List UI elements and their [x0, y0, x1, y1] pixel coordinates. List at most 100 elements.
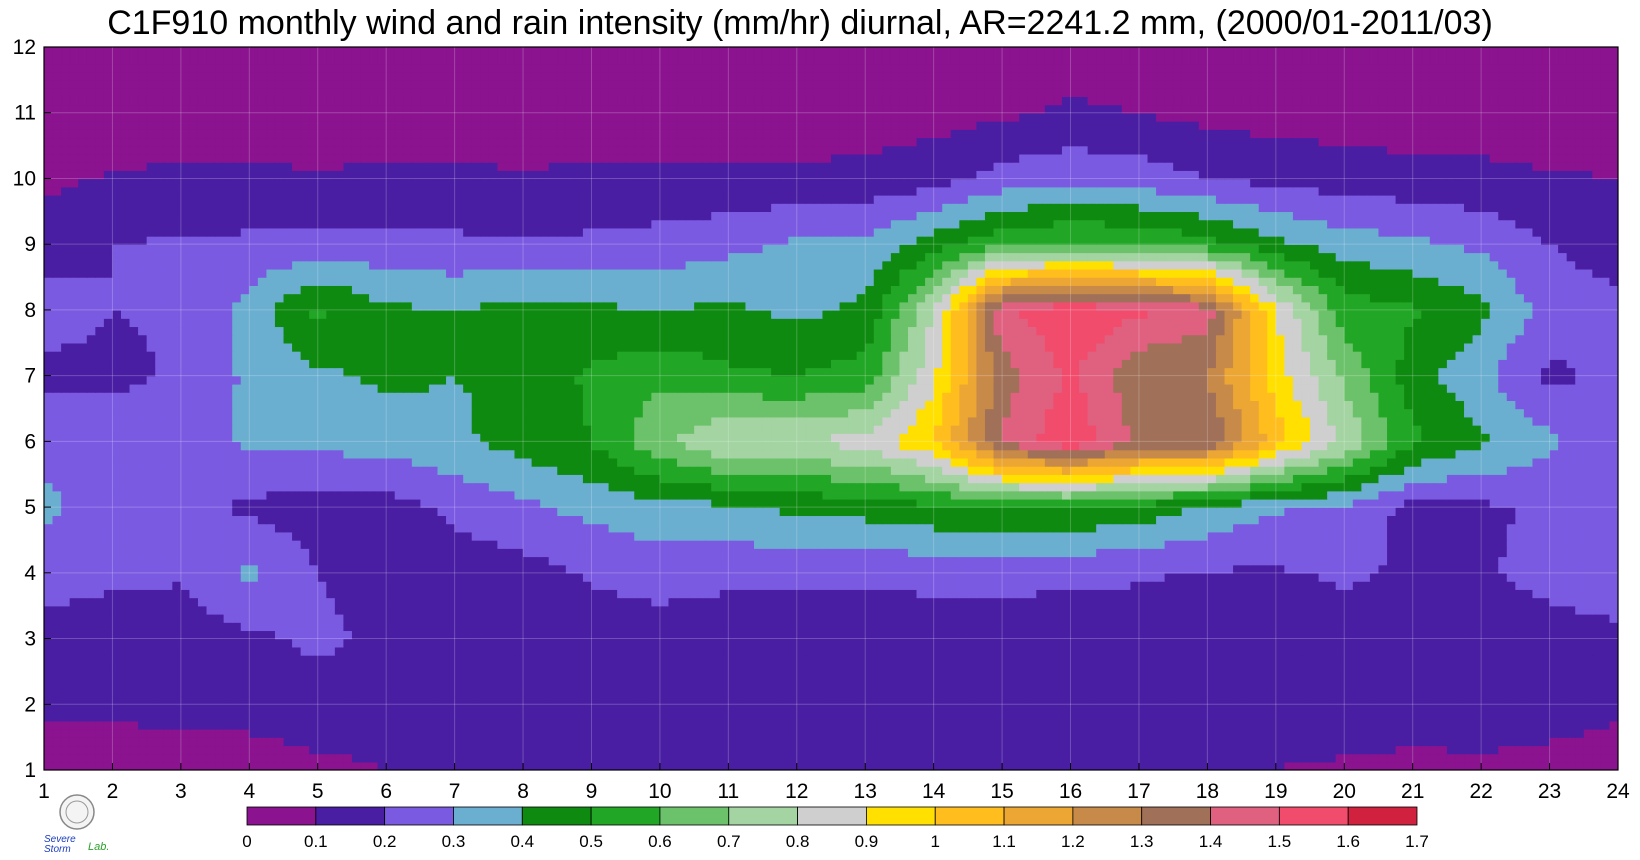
- contour-cell: [1515, 605, 1525, 615]
- contour-cell: [540, 696, 550, 705]
- contour-cell: [446, 622, 456, 632]
- contour-cell: [86, 630, 97, 640]
- contour-cell: [257, 753, 268, 763]
- contour-cell: [984, 663, 995, 673]
- contour-cell: [206, 622, 216, 632]
- contour-cell: [617, 687, 627, 697]
- contour-cell: [1583, 737, 1594, 747]
- contour-cell: [933, 671, 943, 681]
- contour-cell: [762, 556, 772, 566]
- contour-cell: [44, 597, 54, 607]
- contour-cell: [1506, 712, 1517, 722]
- contour-cell: [976, 589, 986, 599]
- contour-cell: [831, 671, 841, 681]
- contour-cell: [1335, 654, 1345, 664]
- contour-cell: [1498, 622, 1508, 632]
- contour-cell: [1181, 654, 1191, 664]
- contour-cell: [1532, 679, 1542, 689]
- contour-cell: [223, 605, 233, 615]
- contour-cell: [976, 712, 986, 722]
- contour-cell: [882, 581, 892, 590]
- contour-cell: [112, 589, 122, 599]
- contour-cell: [548, 605, 558, 615]
- contour-cell: [488, 622, 499, 632]
- contour-cell: [317, 646, 327, 656]
- contour-cell: [411, 572, 422, 582]
- contour-cell: [103, 613, 114, 623]
- contour-cell: [1027, 663, 1037, 673]
- contour-cell: [933, 581, 943, 590]
- contour-cell: [514, 646, 524, 656]
- contour-cell: [1352, 548, 1363, 558]
- contour-cell: [1233, 605, 1243, 615]
- contour-cell: [95, 745, 105, 755]
- contour-cell: [1369, 605, 1380, 615]
- contour-cell: [274, 564, 285, 574]
- contour-cell: [651, 605, 661, 615]
- contour-cell: [1190, 605, 1200, 615]
- contour-cell: [274, 597, 285, 607]
- contour-cell: [685, 622, 695, 632]
- contour-cell: [754, 753, 764, 763]
- contour-cell: [103, 671, 114, 681]
- contour-cell: [1515, 687, 1525, 697]
- contour-cell: [1344, 597, 1354, 607]
- contour-cell: [240, 597, 250, 607]
- contour-cell: [1446, 622, 1457, 632]
- contour-cell: [1549, 687, 1559, 697]
- contour-cell: [1198, 696, 1209, 705]
- contour-cell: [180, 613, 191, 623]
- contour-cell: [360, 737, 370, 747]
- contour-cell: [257, 548, 268, 558]
- contour-cell: [411, 704, 422, 714]
- contour-cell: [386, 671, 396, 681]
- contour-cell: [1523, 720, 1534, 730]
- contour-cell: [1053, 572, 1063, 582]
- contour-cell: [1027, 564, 1037, 574]
- contour-cell: [659, 696, 670, 705]
- contour-cell: [702, 613, 712, 623]
- contour-cell: [240, 638, 250, 648]
- contour-cell: [719, 679, 730, 689]
- contour-cell: [1549, 712, 1559, 722]
- contour-cell: [1421, 548, 1431, 558]
- contour-cell: [582, 613, 593, 623]
- contour-cell: [95, 671, 105, 681]
- contour-cell: [377, 613, 387, 623]
- contour-cell: [967, 638, 978, 648]
- contour-cell: [163, 696, 174, 705]
- contour-cell: [779, 704, 789, 714]
- contour-cell: [617, 581, 627, 590]
- contour-cell: [172, 687, 182, 697]
- contour-cell: [1053, 622, 1063, 632]
- contour-cell: [574, 687, 584, 697]
- contour-cell: [454, 556, 464, 566]
- contour-cell: [984, 696, 995, 705]
- contour-cell: [1369, 679, 1380, 689]
- contour-cell: [240, 728, 250, 738]
- contour-cell: [1446, 761, 1457, 770]
- contour-cell: [1087, 622, 1097, 632]
- contour-cell: [600, 613, 610, 623]
- contour-cell: [1600, 622, 1611, 632]
- contour-cell: [112, 556, 122, 566]
- contour-cell: [1224, 564, 1234, 574]
- contour-cell: [1233, 704, 1243, 714]
- contour-cell: [1113, 646, 1123, 656]
- contour-cell: [728, 564, 738, 574]
- contour-cell: [317, 745, 327, 755]
- contour-cell: [326, 638, 336, 648]
- contour-cell: [882, 572, 892, 582]
- contour-cell: [386, 564, 396, 574]
- contour-cell: [899, 556, 909, 566]
- contour-cell: [617, 548, 627, 558]
- contour-cell: [1121, 671, 1132, 681]
- contour-cell: [1070, 712, 1080, 722]
- contour-cell: [369, 556, 379, 566]
- contour-cell: [1335, 704, 1345, 714]
- contour-cell: [1318, 646, 1328, 656]
- contour-cell: [1455, 753, 1465, 763]
- contour-cell: [428, 671, 439, 681]
- contour-cell: [1250, 679, 1260, 689]
- contour-cell: [1609, 745, 1618, 755]
